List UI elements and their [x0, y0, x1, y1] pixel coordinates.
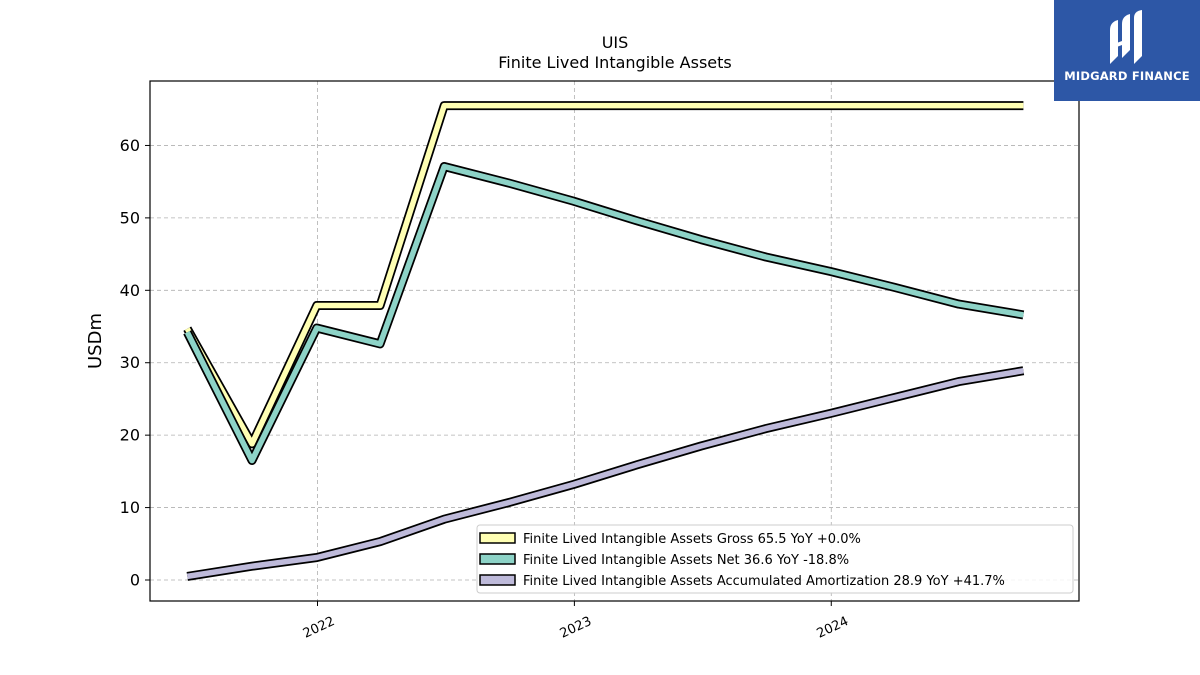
midgard-m-icon: [1110, 10, 1142, 64]
y-axis-label: USDm: [85, 313, 106, 369]
series-line: [186, 367, 1024, 580]
grid: [150, 81, 1079, 601]
legend-box: [476, 524, 1074, 594]
y-axis: 0 10 20 30 40 50 60: [120, 136, 150, 589]
chart-subtitle: Finite Lived Intangible Assets: [498, 53, 731, 72]
logo-text: MIDGARD FINANCE: [1064, 69, 1190, 83]
series-line: [184, 163, 1024, 464]
y-tick-label: 40: [120, 281, 140, 300]
legend-swatch: [479, 553, 516, 565]
chart-title: UIS: [602, 33, 629, 52]
legend-swatch: [479, 574, 516, 586]
legend-swatch: [479, 532, 516, 544]
legend-label: Finite Lived Intangible Assets Net 36.6 …: [523, 553, 849, 568]
x-tick-label: 2023: [558, 614, 594, 642]
legend-label: Finite Lived Intangible Assets Gross 65.…: [523, 532, 861, 547]
legend-label: Finite Lived Intangible Assets Accumulat…: [523, 574, 1005, 589]
y-tick-label: 60: [120, 136, 140, 155]
x-axis: 2022 2023 2024: [301, 601, 851, 642]
y-tick-label: 50: [120, 208, 140, 227]
series-line: [184, 102, 1024, 447]
y-tick-label: 10: [120, 498, 140, 517]
midgard-finance-logo: MIDGARD FINANCE: [1054, 0, 1200, 101]
y-tick-label: 0: [130, 570, 140, 589]
x-tick-label: 2022: [301, 614, 337, 642]
y-tick-label: 20: [120, 426, 140, 445]
series-layer: [183, 101, 1025, 581]
y-tick-label: 30: [120, 353, 140, 372]
x-tick-label: 2024: [815, 614, 851, 642]
legend: Finite Lived Intangible Assets Gross 65.…: [476, 524, 1074, 594]
plot-frame: [149, 80, 1080, 602]
